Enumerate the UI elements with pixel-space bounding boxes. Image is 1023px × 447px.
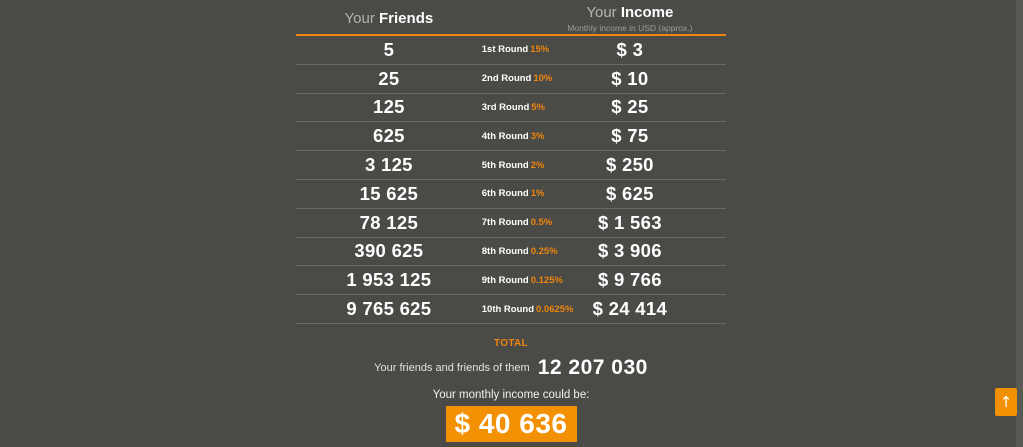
income-amount: $ 1 563: [597, 211, 662, 233]
table-header: Your Friends Your Income Monthly income …: [296, 0, 726, 36]
friends-total-value: 12 207 030: [537, 355, 648, 379]
income-amount: $ 3 906: [597, 240, 662, 262]
table-row: 78 125 7th Round 0.5% $ 1 563: [296, 209, 726, 238]
table-row: 25 2nd Round 10% $ 10: [296, 65, 726, 94]
table-row: 3 125 5th Round 2% $ 250: [296, 151, 726, 180]
income-amount: $ 24 414: [592, 298, 668, 320]
table-row: 390 625 8th Round 0.25% $ 3 906: [296, 238, 726, 267]
friends-total-label: Your friends and friends of them: [374, 361, 530, 374]
round-percent: 0.5%: [530, 217, 553, 229]
round-percent: 2%: [530, 159, 545, 171]
table-row: 15 625 6th Round 1% $ 625: [296, 180, 726, 209]
up-arrow-icon: ↑: [999, 393, 1013, 411]
income-column-header: Your Income Monthly income in USD (appro…: [534, 0, 726, 34]
round-label: 8th Round 0.25%: [481, 245, 558, 257]
income-amount: $ 3: [616, 38, 644, 60]
table-row: 625 4th Round 3% $ 75: [296, 122, 726, 152]
round-label: 10th Round 0.0625%: [481, 303, 574, 315]
round-percent: 0.25%: [530, 245, 558, 257]
friends-count: 390 625: [354, 240, 424, 262]
round-percent: 3%: [530, 130, 545, 142]
income-amount: $ 625: [605, 182, 654, 204]
round-percent: 0.0625%: [536, 303, 574, 315]
table-row: 125 3rd Round 5% $ 25: [296, 94, 726, 123]
income-amount: $ 10: [611, 67, 649, 89]
round-label: 3rd Round 5%: [481, 101, 545, 113]
round-percent: 10%: [533, 73, 553, 85]
header-spacer: [482, 0, 534, 34]
income-table: Your Friends Your Income Monthly income …: [296, 0, 726, 442]
round-label: 1st Round 15%: [481, 44, 550, 56]
table-body: 5 1st Round 15% $ 3 25 2nd Round 10% $ 10 …: [296, 36, 726, 324]
friends-count: 125: [372, 96, 405, 118]
table-row: 5 1st Round 15% $ 3: [296, 36, 726, 65]
round-percent: 1%: [530, 188, 545, 200]
round-percent: 15%: [530, 44, 550, 56]
friends-header-label: Friends: [379, 10, 434, 27]
friends-count: 5: [383, 38, 395, 60]
friends-total-row: Your friends and friends of them 12 207 …: [296, 356, 726, 380]
round-label: 6th Round 1%: [481, 188, 545, 200]
monthly-income-label: Your monthly income could be:: [432, 388, 590, 401]
round-label: 7th Round 0.5%: [481, 217, 553, 229]
scrollbar[interactable]: [1016, 0, 1023, 447]
round-label: 2nd Round 10%: [481, 73, 553, 85]
friends-header-prefix: Your: [344, 10, 375, 27]
monthly-income-value: $ 40 636: [445, 405, 577, 442]
friends-count: 625: [372, 125, 405, 147]
round-label: 4th Round 3%: [481, 130, 545, 142]
income-amount: $ 250: [605, 154, 654, 176]
total-label: TOTAL: [494, 337, 528, 349]
round-label: 5th Round 2%: [481, 159, 545, 171]
friends-count: 25: [378, 67, 400, 89]
income-header-prefix: Your: [586, 4, 617, 21]
scroll-to-top-button[interactable]: ↑: [995, 388, 1017, 416]
friends-count: 78 125: [359, 211, 419, 233]
income-subtitle: Monthly income in USD (approx.): [567, 23, 693, 33]
income-header-label: Income: [620, 4, 674, 21]
income-amount: $ 75: [611, 125, 649, 147]
friends-column-header: Your Friends: [296, 0, 482, 34]
round-percent: 0.125%: [530, 274, 563, 286]
income-amount: $ 25: [611, 96, 649, 118]
friends-count: 9 765 625: [346, 298, 432, 320]
friends-count: 3 125: [364, 154, 413, 176]
round-label: 9th Round 0.125%: [481, 274, 563, 286]
summary-section: TOTAL Your friends and friends of them 1…: [296, 338, 726, 442]
table-row: 9 765 625 10th Round 0.0625% $ 24 414: [296, 295, 726, 324]
round-percent: 5%: [531, 101, 545, 113]
friends-count: 15 625: [359, 182, 419, 204]
friends-count: 1 953 125: [346, 269, 432, 291]
table-row: 1 953 125 9th Round 0.125% $ 9 766: [296, 266, 726, 296]
income-amount: $ 9 766: [597, 269, 662, 291]
